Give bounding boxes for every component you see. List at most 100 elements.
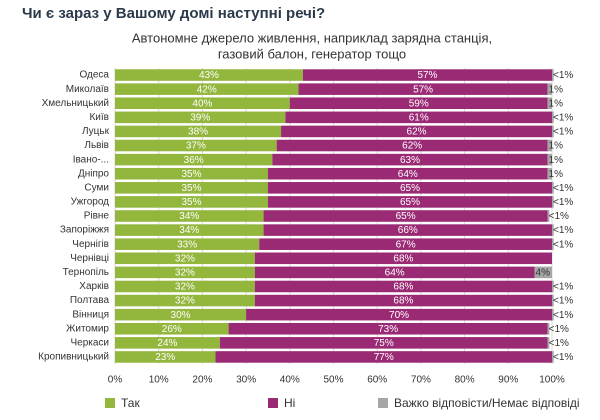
x-tick-label: 0% xyxy=(108,375,123,386)
legend-label: Ні xyxy=(284,396,295,410)
data-label: 65% xyxy=(396,211,416,222)
bar-segment xyxy=(281,125,552,138)
bar-segment xyxy=(228,322,548,335)
x-tick-label: 60% xyxy=(367,375,387,386)
bar-segment xyxy=(115,308,247,321)
bar-segment xyxy=(115,224,264,236)
bar-segment xyxy=(115,111,286,124)
y-tick-label: Чернігів xyxy=(72,239,109,250)
bar-segment xyxy=(115,167,268,180)
bar-segment xyxy=(276,139,548,152)
data-label: 35% xyxy=(181,169,201,180)
chart-subtitle: Автономне джерело живлення, наприклад за… xyxy=(132,30,492,45)
bar-segment xyxy=(547,210,550,222)
x-tick-label: 90% xyxy=(498,375,518,386)
data-label: 77% xyxy=(374,352,394,363)
bar-segment xyxy=(552,238,554,250)
y-tick-label: Черкаси xyxy=(70,337,109,348)
bar-segment xyxy=(115,280,255,293)
data-label: <1% xyxy=(553,112,573,123)
x-tick-label: 80% xyxy=(455,375,475,386)
bar-segment xyxy=(534,266,552,279)
bar-segment xyxy=(285,111,552,124)
y-tick-label: Дніпро xyxy=(78,168,109,179)
bar-segment xyxy=(115,69,303,81)
data-label: 62% xyxy=(402,141,422,152)
y-tick-label: Полтава xyxy=(70,295,110,306)
data-label: 57% xyxy=(417,70,437,81)
bar-segment xyxy=(552,280,554,293)
y-tick-label: Тернопіль xyxy=(63,267,109,278)
data-label: 68% xyxy=(393,296,413,307)
bar-segment xyxy=(552,351,554,363)
data-label: 63% xyxy=(400,155,420,166)
bar-segment xyxy=(272,153,548,166)
data-label: 61% xyxy=(409,112,429,123)
y-tick-label: Суми xyxy=(84,182,109,193)
bar-segment xyxy=(267,167,548,180)
bar-segment xyxy=(552,69,554,81)
x-tick-label: 50% xyxy=(323,375,343,386)
bar-segment xyxy=(115,153,273,166)
data-label: 23% xyxy=(155,352,175,363)
bar-segment xyxy=(547,337,550,349)
data-label: 1% xyxy=(549,141,564,152)
chart-subtitle: газовий балон, генератор тощо xyxy=(218,46,406,61)
data-label: 40% xyxy=(192,98,212,109)
bar-segment xyxy=(115,238,260,250)
data-label: 35% xyxy=(181,183,201,194)
data-label: 70% xyxy=(389,310,409,321)
data-label: 34% xyxy=(179,225,199,236)
bar-segment xyxy=(267,182,552,194)
bar-segment xyxy=(552,182,554,194)
data-label: <1% xyxy=(549,338,569,349)
y-tick-label: Львів xyxy=(84,140,109,151)
bar-segment xyxy=(552,224,554,236)
bar-segment xyxy=(302,69,552,81)
chart-title: Чи є зараз у Вашому домі наступні речі? xyxy=(22,5,325,22)
data-label: <1% xyxy=(553,352,573,363)
data-label: 30% xyxy=(171,310,191,321)
data-label: <1% xyxy=(553,225,573,236)
bar-segment xyxy=(115,322,229,335)
bar-segment xyxy=(246,308,552,321)
data-label: 42% xyxy=(197,84,217,95)
bar-segment xyxy=(547,97,552,110)
bar-segment xyxy=(552,308,554,321)
bar-segment xyxy=(263,210,548,222)
bar-segment xyxy=(115,252,255,265)
bar-segment xyxy=(219,337,548,349)
data-label: <1% xyxy=(553,127,573,138)
data-label: <1% xyxy=(553,183,573,194)
bar-segment xyxy=(552,294,554,307)
data-label: 37% xyxy=(186,141,206,152)
data-label: 1% xyxy=(549,155,564,166)
data-label: 67% xyxy=(396,239,416,250)
bar-segment xyxy=(115,351,216,363)
y-tick-label: Кропивницький xyxy=(38,352,109,363)
x-tick-label: 100% xyxy=(539,375,565,386)
bar-segment xyxy=(115,210,264,222)
bar-segment xyxy=(115,196,268,208)
bar-segment xyxy=(547,322,550,335)
legend-label: Так xyxy=(121,396,140,410)
bar-segment xyxy=(552,111,554,124)
bar-segment xyxy=(298,83,548,95)
bar-segment xyxy=(289,97,548,110)
data-label: 24% xyxy=(157,338,177,349)
y-tick-label: Івано-... xyxy=(73,154,109,165)
bar-segment xyxy=(115,182,268,194)
x-tick-label: 30% xyxy=(236,375,256,386)
bar-segment xyxy=(547,139,552,152)
bar-segment xyxy=(254,294,552,307)
data-label: 36% xyxy=(184,155,204,166)
bar-segment xyxy=(115,125,282,138)
data-label: 35% xyxy=(181,197,201,208)
data-label: 4% xyxy=(536,268,551,279)
data-label: <1% xyxy=(553,282,573,293)
data-label: 64% xyxy=(385,268,405,279)
legend-swatch xyxy=(378,398,388,408)
data-label: 62% xyxy=(407,127,427,138)
